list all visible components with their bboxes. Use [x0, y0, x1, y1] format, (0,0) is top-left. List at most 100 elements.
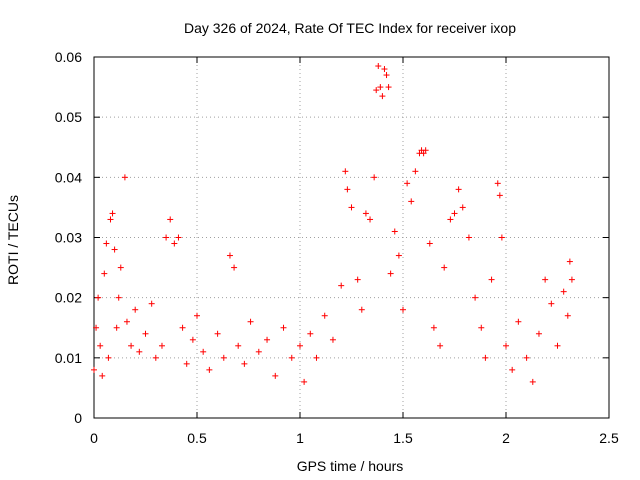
data-point	[280, 324, 287, 331]
x-axis-label: GPS time / hours	[297, 458, 404, 474]
x-tick-label: 1.5	[393, 430, 413, 446]
data-point	[465, 234, 472, 241]
data-point	[307, 330, 314, 337]
data-point	[101, 270, 108, 277]
data-point	[375, 63, 382, 70]
y-tick-labels: 0 0.01 0.02 0.03 0.04 0.05 0.06	[55, 49, 82, 426]
data-point	[348, 204, 355, 211]
x-tick-label: 0	[90, 430, 98, 446]
axis-ticks	[93, 56, 610, 419]
data-point	[494, 180, 501, 187]
y-tick-label: 0.05	[55, 109, 82, 125]
data-point	[535, 330, 542, 337]
data-point	[121, 174, 128, 181]
data-point	[548, 300, 555, 307]
data-point	[93, 324, 100, 331]
data-point	[194, 312, 200, 319]
data-point	[451, 210, 458, 217]
data-point	[148, 300, 155, 307]
data-point	[379, 93, 386, 100]
data-point	[354, 276, 361, 283]
data-point	[509, 366, 516, 373]
data-point	[478, 324, 485, 331]
y-tick-label: 0.03	[55, 230, 82, 246]
data-point	[564, 312, 571, 319]
data-point	[183, 360, 190, 367]
data-point	[383, 72, 390, 79]
data-point	[179, 324, 186, 331]
data-point	[200, 348, 207, 355]
data-point	[142, 330, 149, 337]
data-point	[117, 264, 124, 271]
data-point	[560, 288, 567, 295]
data-point	[412, 168, 419, 175]
y-axis-label: ROTI / TECUs	[5, 195, 21, 285]
data-point	[113, 324, 120, 331]
data-point	[97, 342, 104, 349]
data-point	[482, 354, 489, 361]
data-point	[105, 354, 112, 361]
data-point	[373, 87, 380, 94]
data-point	[99, 372, 106, 379]
data-point	[338, 282, 345, 289]
data-point	[123, 318, 130, 325]
data-point	[241, 360, 248, 367]
data-point	[189, 336, 196, 343]
data-point	[103, 240, 110, 247]
data-point	[288, 354, 295, 361]
data-point	[455, 186, 462, 193]
data-point	[107, 216, 114, 223]
data-point	[235, 342, 242, 349]
data-point	[529, 378, 536, 385]
data-point	[420, 150, 427, 157]
data-point	[404, 180, 411, 187]
data-point	[231, 264, 238, 271]
data-point	[313, 354, 320, 361]
data-point	[459, 204, 466, 211]
data-points	[91, 63, 575, 385]
data-point	[321, 312, 328, 319]
y-tick-label: 0.02	[55, 290, 82, 306]
data-point	[272, 372, 279, 379]
data-point	[381, 66, 388, 73]
x-tick-label: 2	[502, 430, 510, 446]
data-point	[115, 294, 122, 301]
data-point	[132, 306, 139, 313]
y-tick-label: 0.04	[55, 169, 82, 185]
x-tick-labels: 0 0.5 1 1.5 2 2.5	[90, 430, 619, 446]
data-point	[387, 270, 394, 277]
data-point	[255, 348, 262, 355]
data-point	[128, 342, 135, 349]
data-point	[206, 366, 213, 373]
data-point	[297, 342, 303, 349]
data-point	[109, 210, 116, 217]
data-point	[111, 246, 118, 253]
data-point	[175, 234, 182, 241]
data-point	[422, 147, 429, 154]
data-point	[136, 348, 143, 355]
data-point	[523, 354, 530, 361]
data-point	[430, 324, 437, 331]
data-point	[247, 318, 254, 325]
y-tick-label: 0.01	[55, 350, 82, 366]
data-point	[163, 234, 170, 241]
x-tick-label: 0.5	[187, 430, 207, 446]
data-point	[441, 264, 448, 271]
data-point	[152, 354, 159, 361]
data-point	[358, 306, 365, 313]
data-point	[220, 354, 227, 361]
data-point	[367, 216, 374, 223]
data-point	[95, 294, 102, 301]
data-point	[226, 252, 233, 259]
data-point	[264, 336, 271, 343]
grid	[94, 57, 609, 418]
data-point	[568, 276, 575, 283]
plot-frame	[93, 56, 610, 419]
x-tick-label: 1	[296, 430, 304, 446]
data-point	[447, 216, 454, 223]
data-point	[426, 240, 433, 247]
data-point	[91, 366, 97, 373]
data-point	[344, 186, 351, 193]
data-point	[158, 342, 165, 349]
data-point	[566, 258, 573, 265]
